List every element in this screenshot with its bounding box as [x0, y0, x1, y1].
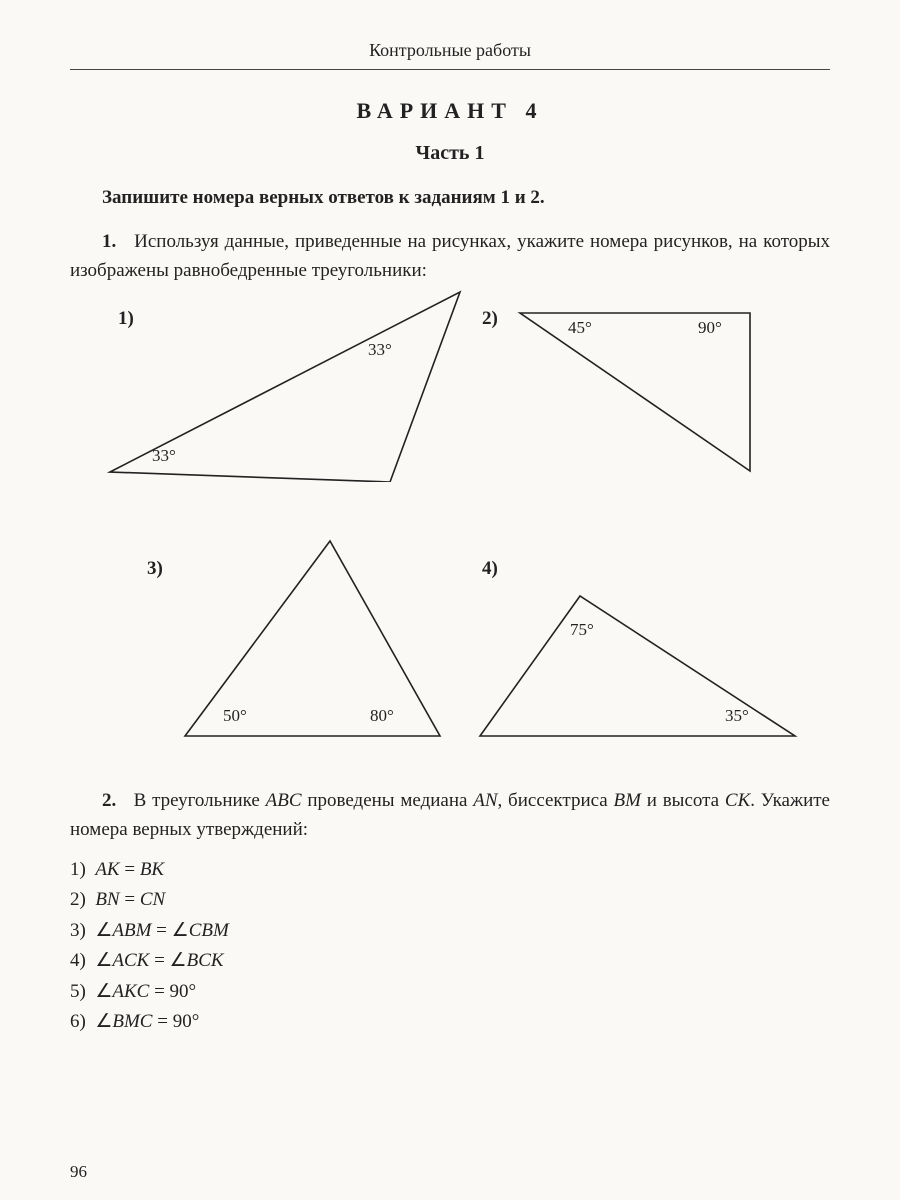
- answer-2-right: CN: [140, 889, 165, 910]
- answer-3: 3) ∠ABM = ∠CBM: [70, 916, 830, 945]
- triangle-3: [165, 531, 465, 751]
- answer-4-num: 4): [70, 950, 86, 971]
- answer-2-eq: =: [120, 889, 140, 910]
- figure-3-label: 3): [147, 558, 163, 580]
- problem-2-bm: BM: [614, 790, 641, 811]
- triangle-1: [90, 272, 470, 482]
- triangle-2: [500, 301, 800, 491]
- triangle-4-angle-b: 35°: [725, 706, 749, 726]
- answer-6: 6) ∠BMC = 90°: [70, 1007, 830, 1036]
- answer-6-ang: ∠: [95, 1011, 112, 1032]
- answer-5: 5) ∠AKC = 90°: [70, 977, 830, 1006]
- answer-3-ang1: ∠: [95, 920, 112, 941]
- answer-1: 1) AK = BK: [70, 855, 830, 884]
- problem-2: 2. В треугольнике ABC проведены медиана …: [70, 786, 830, 845]
- problem-2-an: AN: [473, 790, 497, 811]
- answer-4-right: BCK: [187, 950, 224, 971]
- answer-3-left: ABM: [112, 920, 151, 941]
- instruction: Запишите номера верных ответов к задания…: [70, 187, 830, 209]
- page-header: Контрольные работы: [70, 40, 830, 70]
- answer-2-num: 2): [70, 889, 86, 910]
- page-number: 96: [70, 1162, 87, 1182]
- answer-5-num: 5): [70, 981, 86, 1002]
- answer-1-right: BK: [140, 859, 164, 880]
- answers-list: 1) AK = BK 2) BN = CN 3) ∠ABM = ∠CBM 4) …: [70, 855, 830, 1037]
- part-title: Часть 1: [70, 142, 830, 165]
- answer-5-eq: = 90°: [149, 981, 196, 1002]
- triangle-2-angle-a: 45°: [568, 318, 592, 338]
- answer-4-eq: =: [149, 950, 169, 971]
- answer-3-num: 3): [70, 920, 86, 941]
- answer-3-eq: =: [151, 920, 171, 941]
- triangle-4-angle-a: 75°: [570, 620, 594, 640]
- triangle-2-angle-b: 90°: [698, 318, 722, 338]
- answer-4: 4) ∠ACK = ∠BCK: [70, 946, 830, 975]
- answer-1-left: AK: [95, 859, 119, 880]
- figures-area: 1) 33° 33° 2) 45° 90° 3) 50° 80° 4) 75° …: [70, 296, 830, 776]
- problem-2-number: 2.: [102, 790, 116, 811]
- answer-2: 2) BN = CN: [70, 885, 830, 914]
- problem-2-text-b: проведены медиана: [302, 790, 474, 811]
- page: Контрольные работы ВАРИАНТ 4 Часть 1 Зап…: [0, 0, 900, 1200]
- variant-title: ВАРИАНТ 4: [70, 98, 830, 124]
- figure-2-label: 2): [482, 308, 498, 330]
- answer-5-ang: ∠: [95, 981, 112, 1002]
- answer-1-eq: =: [120, 859, 140, 880]
- triangle-1-angle-a: 33°: [152, 446, 176, 466]
- problem-1-number: 1.: [102, 231, 116, 252]
- problem-2-text-c: , биссектриса: [498, 790, 614, 811]
- answer-5-left: AKC: [112, 981, 149, 1002]
- triangle-3-angle-b: 80°: [370, 706, 394, 726]
- answer-3-right: CBM: [189, 920, 229, 941]
- answer-3-ang2: ∠: [172, 920, 189, 941]
- answer-2-left: BN: [95, 889, 119, 910]
- answer-1-num: 1): [70, 859, 86, 880]
- problem-2-text-d: и высота: [641, 790, 725, 811]
- triangle-4: [470, 586, 810, 766]
- problem-2-text-a: В треугольнике: [134, 790, 266, 811]
- problem-2-abc: ABC: [266, 790, 302, 811]
- answer-6-left: BMC: [112, 1011, 152, 1032]
- answer-4-ang2: ∠: [170, 950, 187, 971]
- problem-2-ck: CK: [725, 790, 750, 811]
- answer-4-ang1: ∠: [95, 950, 112, 971]
- triangle-1-angle-b: 33°: [368, 340, 392, 360]
- answer-6-eq: = 90°: [152, 1011, 199, 1032]
- answer-4-left: ACK: [112, 950, 149, 971]
- triangle-3-angle-a: 50°: [223, 706, 247, 726]
- answer-6-num: 6): [70, 1011, 86, 1032]
- figure-4-label: 4): [482, 558, 498, 580]
